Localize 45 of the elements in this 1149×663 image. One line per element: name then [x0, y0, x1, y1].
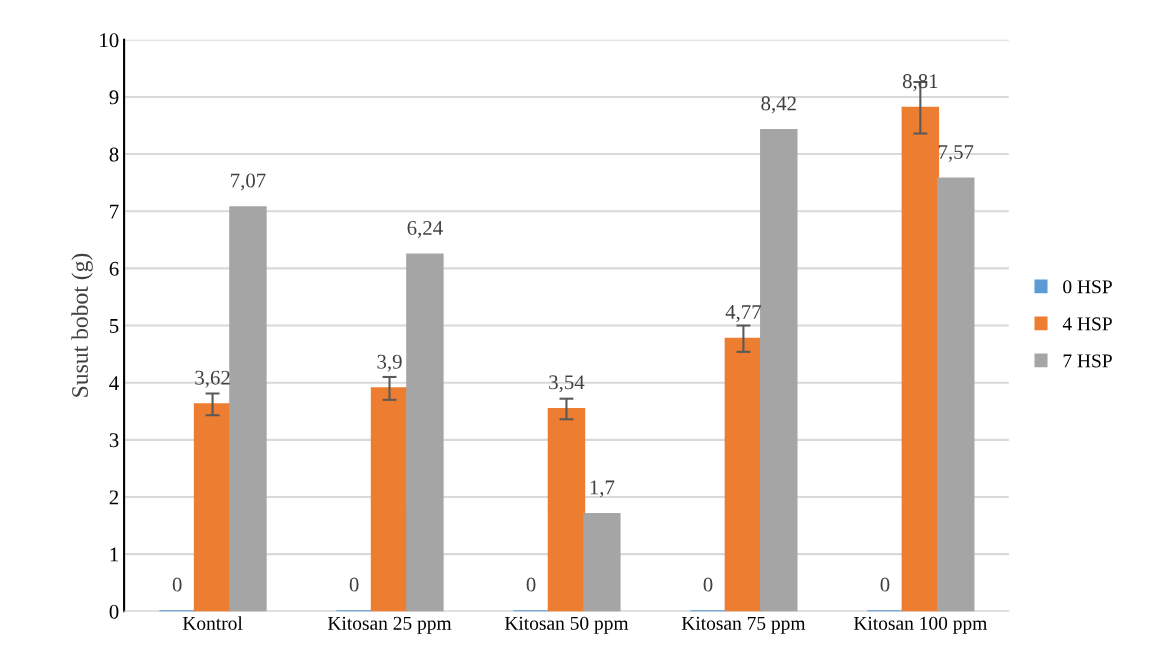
legend-label: 4 HSP	[1062, 317, 1112, 331]
y-tick-label: 1	[110, 547, 118, 562]
y-tick-label: 6	[109, 261, 119, 276]
x-tick-label: Kitosan 100 ppm	[853, 616, 988, 634]
y-tick-label: 3	[109, 433, 119, 448]
data-label: 4,77	[725, 305, 762, 323]
bar	[937, 177, 975, 612]
y-tick-label: 9	[109, 90, 119, 105]
bar	[583, 513, 621, 612]
data-label: 0	[880, 577, 890, 592]
data-label: 3,62	[195, 370, 230, 388]
x-tick-label: Kontrol	[182, 616, 243, 630]
bar	[724, 337, 763, 612]
bar	[406, 253, 444, 612]
x-tick-label: Kitosan 75 ppm	[681, 616, 806, 634]
data-label: 0	[172, 577, 182, 592]
y-tick-label: 7	[110, 204, 119, 219]
bar	[229, 206, 267, 612]
data-label: 3,9	[377, 354, 402, 372]
data-label: 8,81	[902, 74, 938, 92]
y-tick-label: 8	[109, 147, 119, 162]
y-axis-title: Susut bobot (g)	[71, 253, 93, 397]
bar	[370, 387, 409, 612]
data-label: 3,54	[549, 375, 585, 393]
y-tick-label: 2	[109, 490, 119, 505]
data-label: 0	[349, 577, 359, 592]
bar	[901, 106, 940, 612]
y-tick-label: 4	[109, 376, 119, 390]
data-label: 6,24	[407, 221, 443, 238]
y-tick-label: 10	[100, 33, 119, 48]
data-label: 8,42	[761, 96, 796, 114]
legend-label: 0 HSP	[1063, 280, 1112, 294]
bar	[760, 129, 798, 612]
data-label: 7,57	[938, 145, 974, 162]
data-label: 1,7	[590, 480, 615, 498]
bar	[193, 403, 232, 612]
legend-label: 7 HSP	[1063, 354, 1112, 368]
x-tick-label: Kitosan 50 ppm	[504, 616, 629, 634]
y-tick-label: 5	[110, 319, 119, 333]
data-label: 7,07	[231, 173, 266, 191]
y-tick-label: 0	[109, 604, 119, 619]
data-label: 0	[526, 577, 536, 592]
data-label: 0	[703, 577, 713, 592]
bar	[547, 407, 586, 612]
x-tick-label: Kitosan 25 ppm	[327, 616, 452, 634]
